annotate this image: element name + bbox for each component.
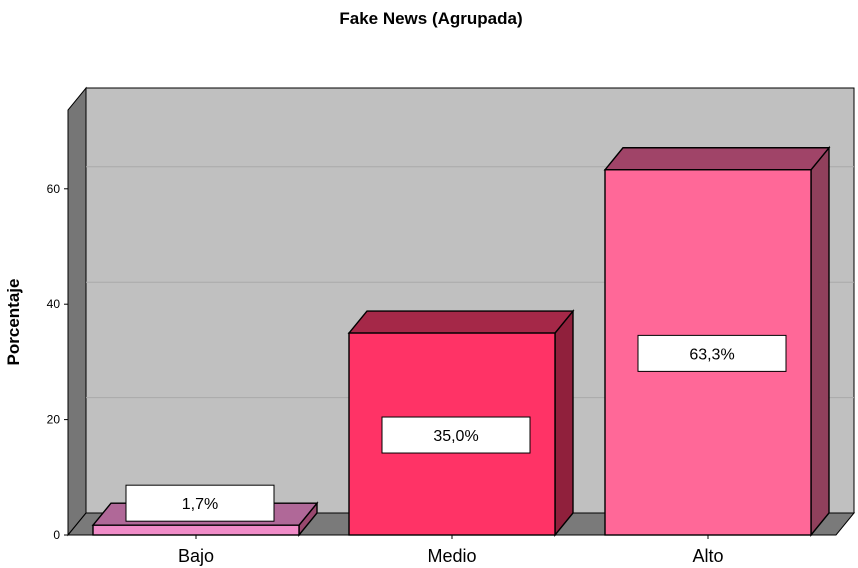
bar-top-face — [347, 310, 575, 334]
x-tick-label: Medio — [427, 546, 476, 566]
side-wall — [67, 86, 87, 537]
y-axis-label: Porcentaje — [4, 279, 23, 366]
bar-side-face — [810, 145, 830, 537]
x-tick-label: Bajo — [178, 546, 214, 566]
data-label: 63,3% — [689, 346, 734, 363]
data-label-box — [637, 334, 787, 372]
x-tick-label: Alto — [692, 546, 723, 566]
y-tick-label: 40 — [47, 297, 61, 311]
data-label-box — [381, 416, 531, 454]
data-label: 1,7% — [182, 496, 218, 513]
chart-title: Fake News (Agrupada) — [339, 9, 522, 28]
plot-area: 0 20 40 60 1,7% Bajo 35,0% Medio 63,3% Alto — [47, 86, 856, 566]
bar-side-face — [554, 309, 574, 537]
y-tick-label: 20 — [47, 413, 61, 427]
y-tick-label: 0 — [53, 528, 60, 542]
data-label-box — [125, 484, 275, 522]
bar-bajo — [92, 524, 300, 536]
bar-top-face — [603, 147, 831, 171]
y-tick-label: 60 — [47, 182, 61, 196]
data-label: 35,0% — [433, 428, 478, 445]
